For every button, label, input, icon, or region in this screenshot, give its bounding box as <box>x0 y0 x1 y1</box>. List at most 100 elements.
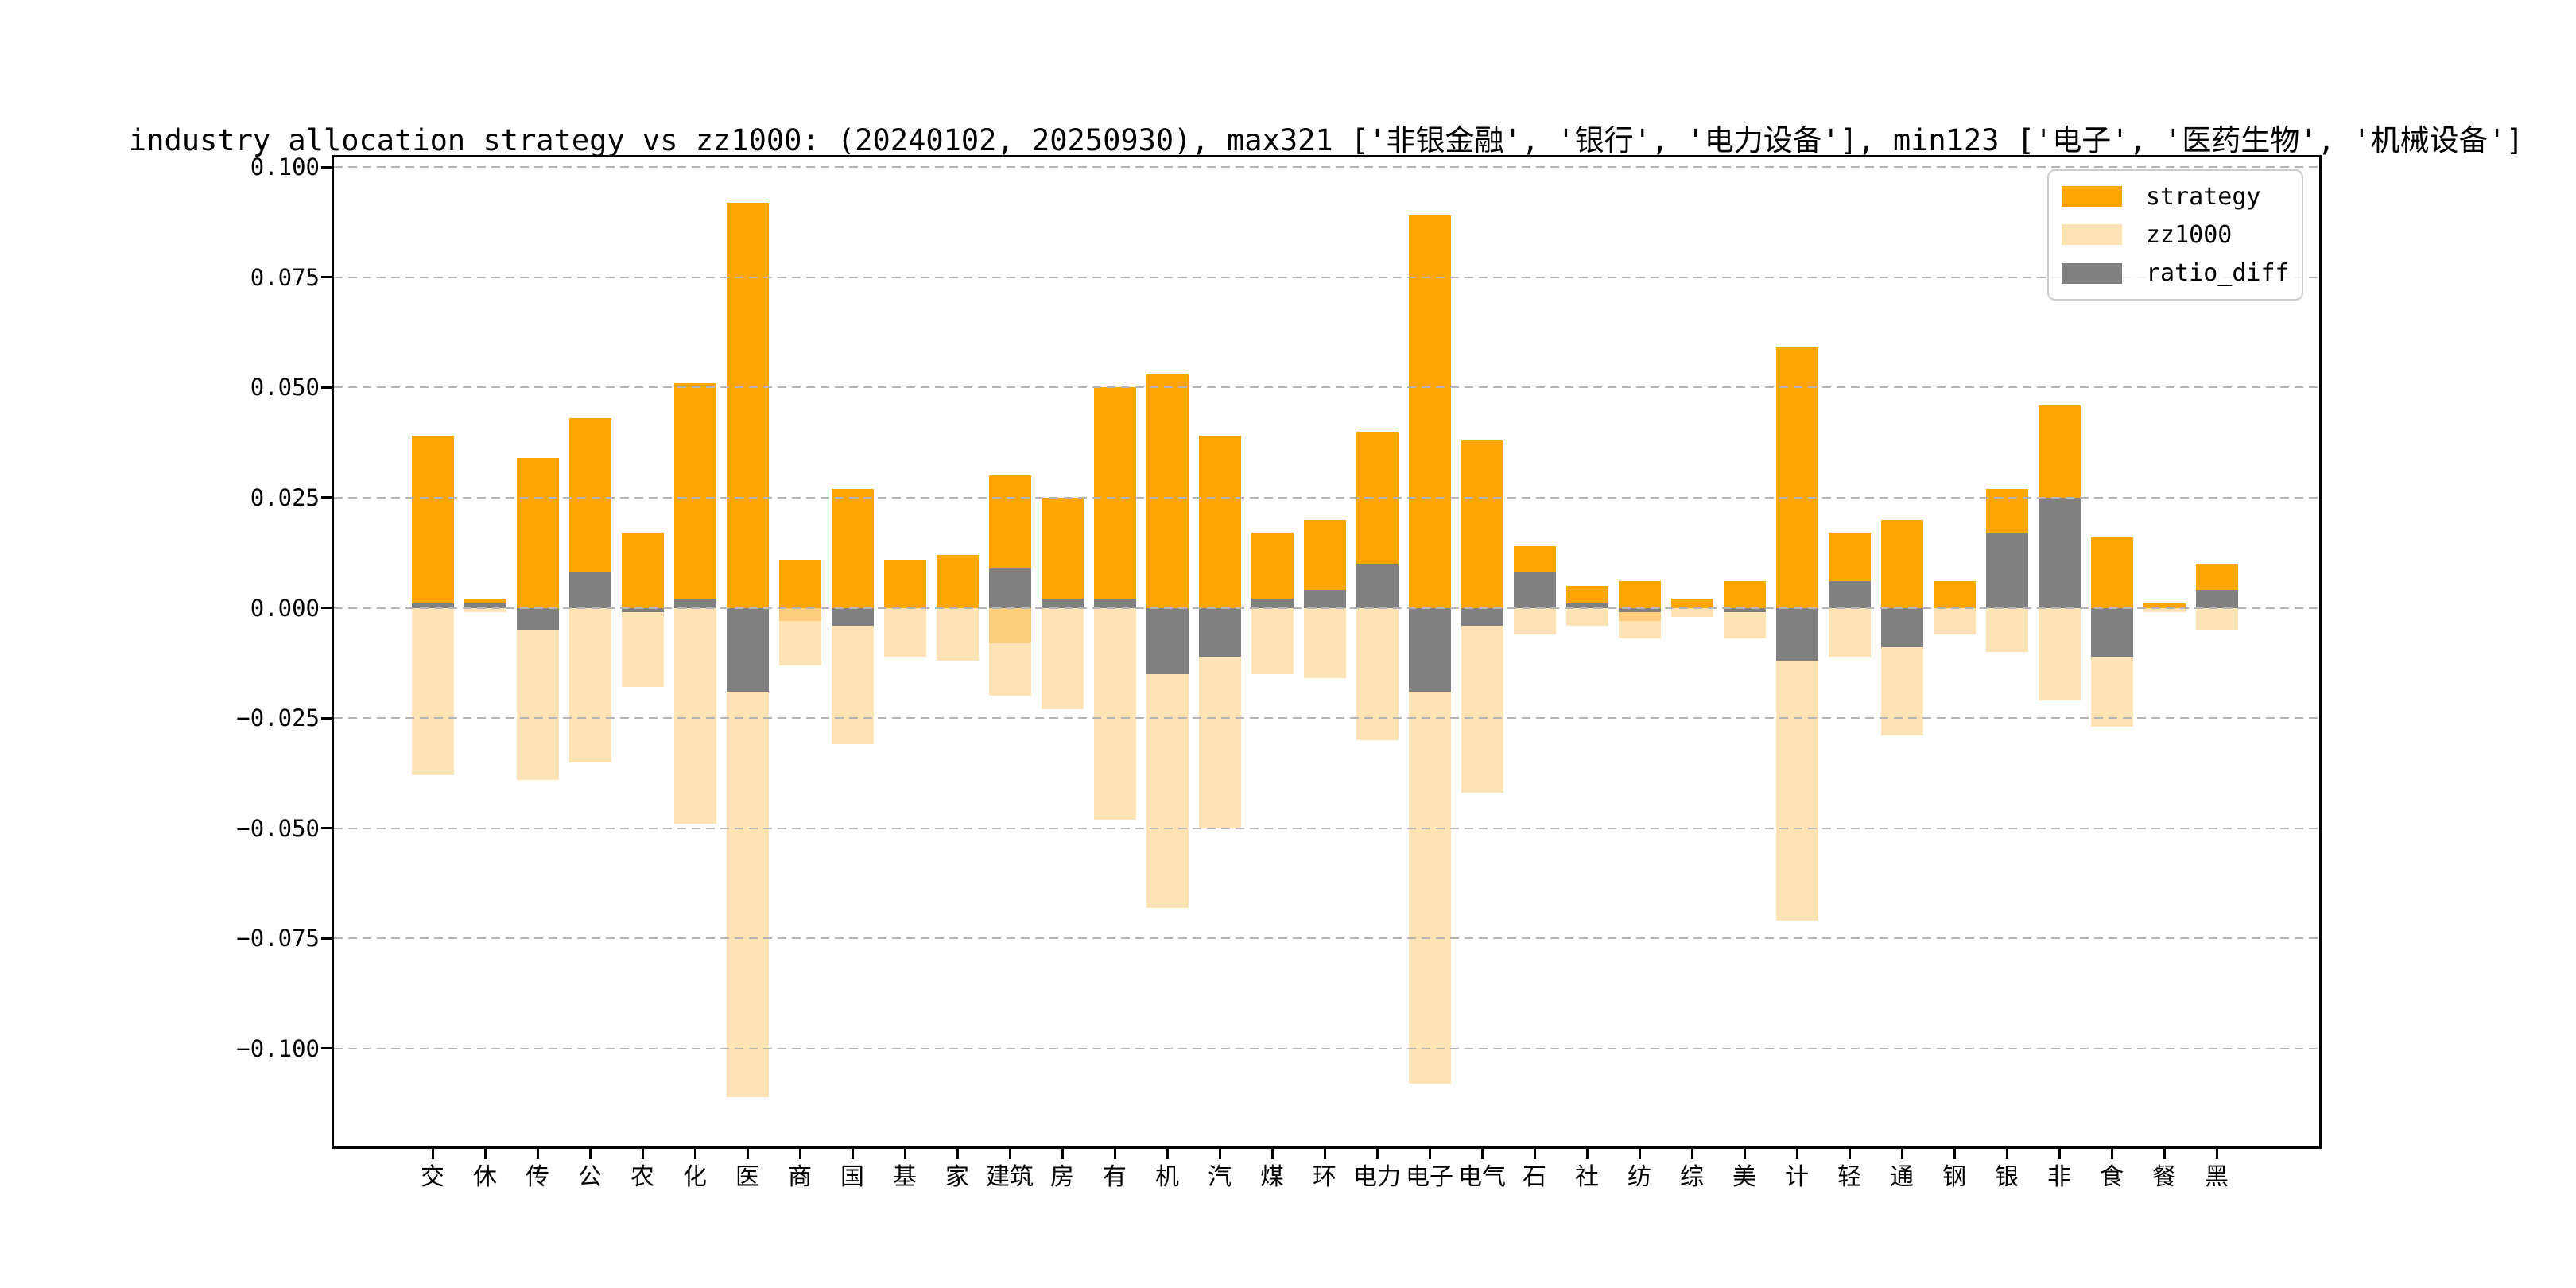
x-tick-label-环: 环 <box>1313 1163 1336 1191</box>
bar-ratio-diff-银 <box>1985 533 2028 608</box>
bar-strategy-交 <box>411 436 454 608</box>
bar-zz1000-基 <box>883 607 926 657</box>
x-tick-label-美: 美 <box>1732 1163 1756 1191</box>
y-tick-label-0.050: 0.050 <box>250 374 320 402</box>
gridline-−0.075 <box>334 937 2319 940</box>
y-tick-0.075 <box>321 276 332 279</box>
x-tick-黑 <box>2215 1149 2218 1159</box>
bar-overlap-商 <box>778 607 821 622</box>
x-tick-医 <box>746 1149 749 1159</box>
bar-ratio-diff-交 <box>411 603 454 608</box>
x-tick-label-餐: 餐 <box>2152 1163 2176 1191</box>
bar-strategy-美 <box>1723 581 1766 608</box>
x-tick-建筑 <box>1008 1149 1011 1159</box>
bar-zz1000-环 <box>1303 607 1346 679</box>
bar-ratio-diff-环 <box>1303 590 1346 608</box>
bar-zz1000-餐 <box>2143 607 2186 613</box>
x-tick-label-有: 有 <box>1103 1163 1127 1191</box>
x-tick-label-商: 商 <box>788 1163 812 1191</box>
x-tick-休 <box>483 1149 487 1159</box>
bar-zz1000-房 <box>1041 607 1084 710</box>
bar-strategy-传 <box>516 458 559 608</box>
y-tick-−0.075 <box>321 937 332 940</box>
bar-strategy-纺 <box>1618 581 1661 608</box>
bar-ratio-diff-电力 <box>1356 564 1399 608</box>
bar-zz1000-农 <box>621 607 664 688</box>
bar-ratio-diff-电气 <box>1461 607 1503 626</box>
gridline-0.100 <box>334 166 2319 169</box>
bar-zz1000-美 <box>1723 607 1766 639</box>
bar-zz1000-休 <box>464 607 506 613</box>
bar-ratio-diff-通 <box>1880 607 1923 648</box>
bar-strategy-医 <box>726 202 769 608</box>
x-tick-label-社: 社 <box>1575 1163 1599 1191</box>
gridline-−0.050 <box>334 827 2319 829</box>
x-tick-计 <box>1795 1149 1798 1159</box>
x-tick-房 <box>1061 1149 1064 1159</box>
legend: strategy zz1000 ratio_diff <box>2047 169 2303 301</box>
legend-item-strategy: strategy <box>2049 182 2302 211</box>
x-tick-银 <box>2005 1149 2008 1159</box>
bar-zz1000-银 <box>1985 607 2028 652</box>
x-tick-label-休: 休 <box>473 1163 497 1191</box>
x-tick-label-通: 通 <box>1890 1163 1914 1191</box>
bar-strategy-电气 <box>1461 440 1503 608</box>
y-tick-label-0.075: 0.075 <box>250 263 320 291</box>
gridline-0.075 <box>334 276 2319 278</box>
x-tick-钢 <box>1953 1149 1956 1159</box>
x-tick-通 <box>1900 1149 1903 1159</box>
chart-title: industry allocation strategy vs zz1000: … <box>128 123 2524 157</box>
x-tick-label-食: 食 <box>2100 1163 2124 1191</box>
bar-strategy-煤 <box>1251 533 1294 608</box>
x-tick-label-煤: 煤 <box>1260 1163 1284 1191</box>
bar-ratio-diff-计 <box>1775 607 1818 661</box>
x-tick-label-非: 非 <box>2047 1163 2071 1191</box>
bar-strategy-房 <box>1041 497 1084 608</box>
bar-strategy-汽 <box>1198 436 1241 608</box>
x-tick-公 <box>588 1149 592 1159</box>
bar-strategy-计 <box>1775 347 1818 608</box>
x-tick-食 <box>2110 1149 2113 1159</box>
bar-ratio-diff-电子 <box>1408 607 1451 692</box>
bar-ratio-diff-煤 <box>1251 599 1294 608</box>
gridline-0.000 <box>334 607 2319 609</box>
gridline-−0.025 <box>334 717 2319 720</box>
bar-ratio-diff-黑 <box>2195 590 2238 608</box>
legend-label-strategy: strategy <box>2146 182 2261 211</box>
x-tick-label-化: 化 <box>683 1163 707 1191</box>
x-tick-label-电气: 电气 <box>1458 1163 1506 1191</box>
x-tick-label-钢: 钢 <box>1942 1163 1966 1191</box>
x-tick-机 <box>1166 1149 1169 1159</box>
x-tick-石 <box>1533 1149 1536 1159</box>
x-tick-label-传: 传 <box>526 1163 549 1191</box>
bar-zz1000-黑 <box>2195 607 2238 630</box>
bar-ratio-diff-休 <box>464 603 506 608</box>
bar-zz1000-国 <box>831 607 874 745</box>
bar-zz1000-电气 <box>1461 607 1503 793</box>
x-tick-label-电子: 电子 <box>1406 1163 1453 1191</box>
x-tick-家 <box>956 1149 959 1159</box>
x-tick-有 <box>1113 1149 1116 1159</box>
bar-ratio-diff-公 <box>568 572 611 608</box>
x-tick-非 <box>2058 1149 2061 1159</box>
y-tick-label-0.000: 0.000 <box>250 594 320 622</box>
bar-strategy-商 <box>778 559 821 608</box>
x-tick-label-黑: 黑 <box>2205 1163 2229 1191</box>
x-tick-社 <box>1585 1149 1589 1159</box>
y-tick-0.050 <box>321 386 332 389</box>
x-tick-label-公: 公 <box>578 1163 602 1191</box>
bar-strategy-餐 <box>2143 603 2186 608</box>
bar-ratio-diff-轻 <box>1828 581 1871 608</box>
gridline-0.025 <box>334 496 2319 499</box>
bar-ratio-diff-房 <box>1041 599 1084 608</box>
y-tick-label-−0.075: −0.075 <box>236 925 320 952</box>
bar-ratio-diff-机 <box>1146 607 1189 674</box>
bar-strategy-综 <box>1670 599 1713 608</box>
x-tick-label-电力: 电力 <box>1353 1163 1401 1191</box>
y-tick-label-−0.025: −0.025 <box>236 704 320 732</box>
gridline-−0.100 <box>334 1047 2319 1049</box>
bar-ratio-diff-美 <box>1723 607 1766 613</box>
x-tick-商 <box>798 1149 801 1159</box>
bar-ratio-diff-建筑 <box>988 568 1031 608</box>
